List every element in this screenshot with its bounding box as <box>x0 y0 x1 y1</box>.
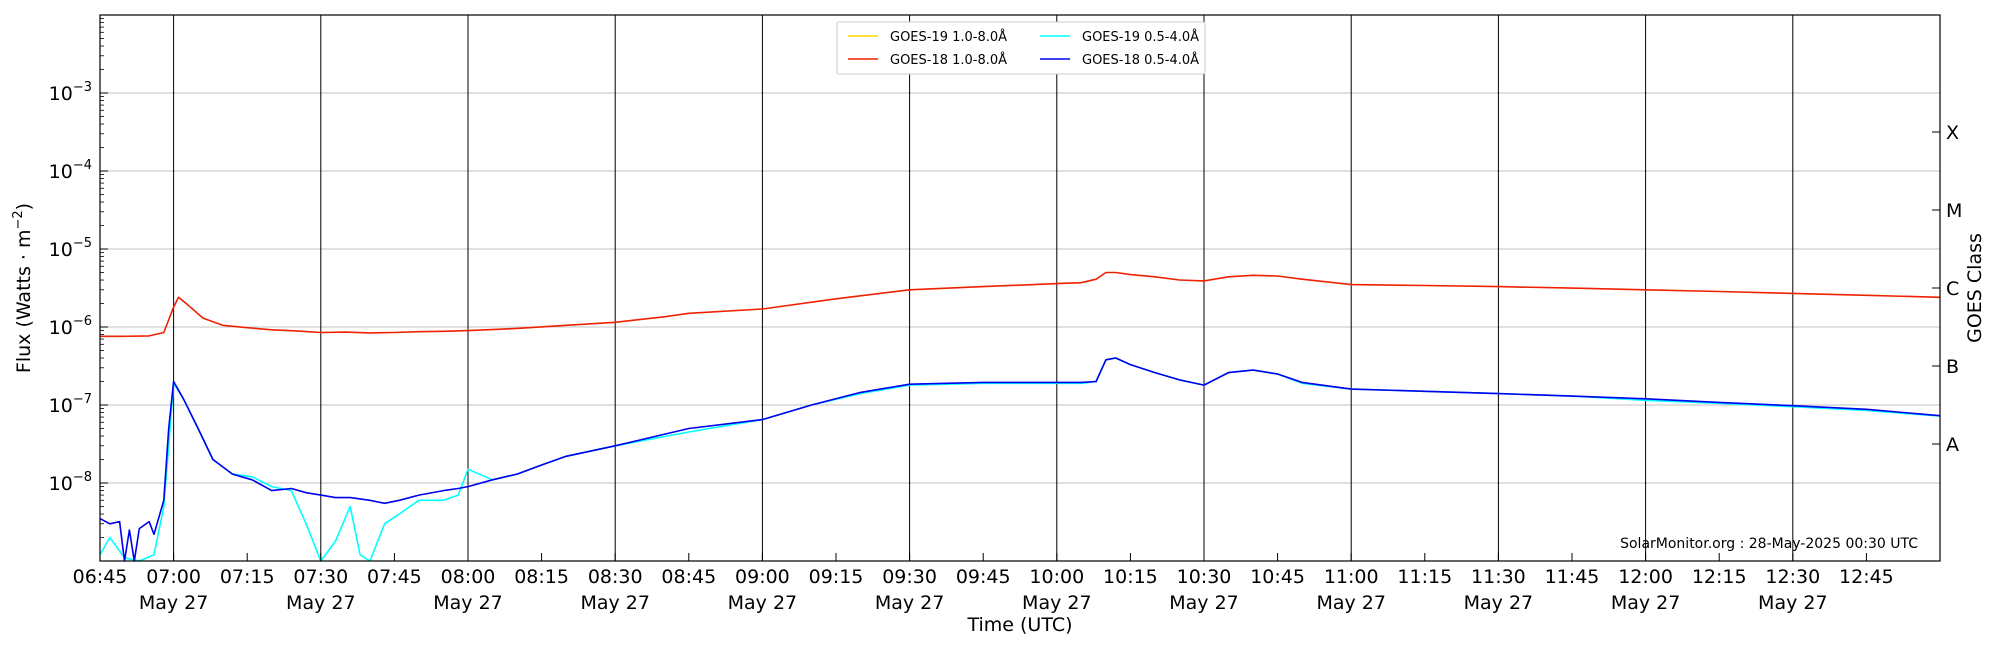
series-line <box>99 357 1941 562</box>
x-tick-label: 09:30 <box>882 566 937 588</box>
x-tick-date-label: May 27 <box>728 592 798 614</box>
x-tick-label: 09:00 <box>735 566 790 588</box>
x-tick-label: 11:45 <box>1545 566 1600 588</box>
y-axis-label: Flux (Watts · m−2) <box>11 203 35 373</box>
x-tick-date-label: May 27 <box>1169 592 1239 614</box>
x-axis-label: Time (UTC) <box>966 614 1072 636</box>
x-tick-label: 12:00 <box>1618 566 1673 588</box>
x-tick-date-label: May 27 <box>1022 592 1092 614</box>
x-tick-date-label: May 27 <box>1316 592 1386 614</box>
x-tick-label: 12:30 <box>1765 566 1820 588</box>
y-tick-label: 10−6 <box>49 314 92 339</box>
legend-label: GOES-19 0.5-4.0Å <box>1082 29 1199 45</box>
legend-label: GOES-18 0.5-4.0Å <box>1082 52 1199 68</box>
x-tick-label: 10:45 <box>1250 566 1305 588</box>
y-tick-label: 10−3 <box>49 80 92 105</box>
y-tick-label: 10−7 <box>49 392 92 417</box>
x-tick-label: 10:30 <box>1177 566 1232 588</box>
x-tick-date-label: May 27 <box>433 592 503 614</box>
x-tick-date-label: May 27 <box>1611 592 1681 614</box>
ticks-layer: 10−8 10−7 10−6 10−5 10−4 10−3 A B C M X 06:45 07:00 M… <box>49 18 1962 614</box>
series-layer <box>99 271 1941 562</box>
x-tick-date-label: May 27 <box>580 592 650 614</box>
x-tick-label: 10:00 <box>1029 566 1084 588</box>
watermark-text: SolarMonitor.org : 28-May-2025 00:30 UTC <box>1620 536 1918 552</box>
x-tick-label: 12:15 <box>1692 566 1747 588</box>
x-tick-label: 08:00 <box>441 566 496 588</box>
x-tick-date-label: May 27 <box>875 592 945 614</box>
goes-class-axis-label: GOES Class <box>1964 233 1986 343</box>
x-tick-date-label: May 27 <box>1464 592 1534 614</box>
x-tick-date-label: May 27 <box>139 592 209 614</box>
x-tick-label: 07:30 <box>293 566 348 588</box>
series-line <box>99 357 1941 562</box>
y-tick-label: 10−5 <box>49 236 92 261</box>
x-tick-label: 08:15 <box>514 566 569 588</box>
x-tick-date-label: May 27 <box>1758 592 1828 614</box>
x-tick-label: 11:15 <box>1397 566 1452 588</box>
legend-label: GOES-18 1.0-8.0Å <box>890 52 1007 68</box>
plot-frame <box>99 14 1941 562</box>
x-tick-label: 11:30 <box>1471 566 1526 588</box>
x-tick-label: 07:00 <box>146 566 201 588</box>
x-tick-label: 08:45 <box>661 566 716 588</box>
series-line <box>100 271 1941 338</box>
grid-layer <box>100 15 1940 561</box>
x-tick-label: 09:45 <box>956 566 1011 588</box>
x-tick-label: 08:30 <box>588 566 643 588</box>
goes-class-label: M <box>1946 200 1962 222</box>
goes-class-label: C <box>1946 278 1959 300</box>
x-tick-label: 06:45 <box>73 566 128 588</box>
goes-class-label: X <box>1946 122 1959 144</box>
legend: GOES-19 1.0-8.0Å GOES-18 1.0-8.0Å GOES-19 … <box>836 21 1206 75</box>
x-tick-label: 12:45 <box>1839 566 1894 588</box>
x-tick-label: 07:15 <box>220 566 275 588</box>
goes-class-label: B <box>1946 356 1959 378</box>
x-tick-date-label: May 27 <box>286 592 356 614</box>
legend-box <box>836 21 1206 75</box>
y-tick-label: 10−4 <box>49 158 92 183</box>
x-tick-label: 10:15 <box>1103 566 1158 588</box>
x-tick-label: 07:45 <box>367 566 422 588</box>
legend-label: GOES-19 1.0-8.0Å <box>890 29 1007 45</box>
x-tick-label: 09:15 <box>809 566 864 588</box>
y-tick-label: 10−8 <box>49 470 92 495</box>
x-tick-label: 11:00 <box>1324 566 1379 588</box>
goes-class-label: A <box>1946 434 1959 456</box>
